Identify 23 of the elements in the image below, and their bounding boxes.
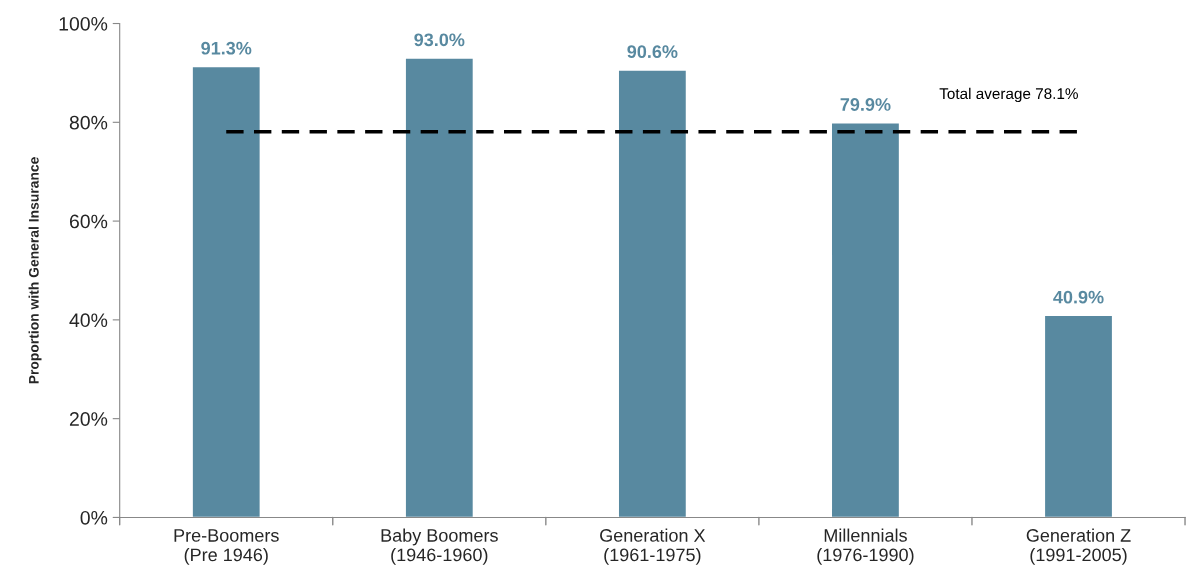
bar [1043,314,1114,518]
data-label: 90.6% [627,45,678,59]
bar [617,69,688,518]
y-tick-label: 20% [69,412,108,426]
bar [830,122,901,518]
x-tick-label: Generation Z (1991-2005) [1026,528,1131,565]
data-label: 91.3% [201,41,252,55]
ref-line-label: Total average 78.1% [939,87,1078,103]
x-tick-label: Millennials (1976-1990) [817,528,914,565]
bar [191,65,262,518]
x-tick-label: Pre-Boomers (Pre 1946) [174,529,279,565]
x-tick-label: Generation X (1961-1975) [600,528,706,565]
y-tick-label: 0% [80,510,108,525]
y-tick-label: 80% [69,115,108,130]
bar [404,57,475,518]
data-label: 40.9% [1053,290,1104,304]
y-axis-title: Proportion with General Insurance [28,157,42,384]
y-tick-label: 40% [69,313,108,328]
x-tick-label: Baby Boomers (1946-1960) [381,528,498,565]
data-label: 93.0% [414,33,465,47]
y-tick-label: 100% [59,16,108,31]
data-label: 79.9% [840,98,891,111]
y-tick-label: 60% [69,214,108,229]
